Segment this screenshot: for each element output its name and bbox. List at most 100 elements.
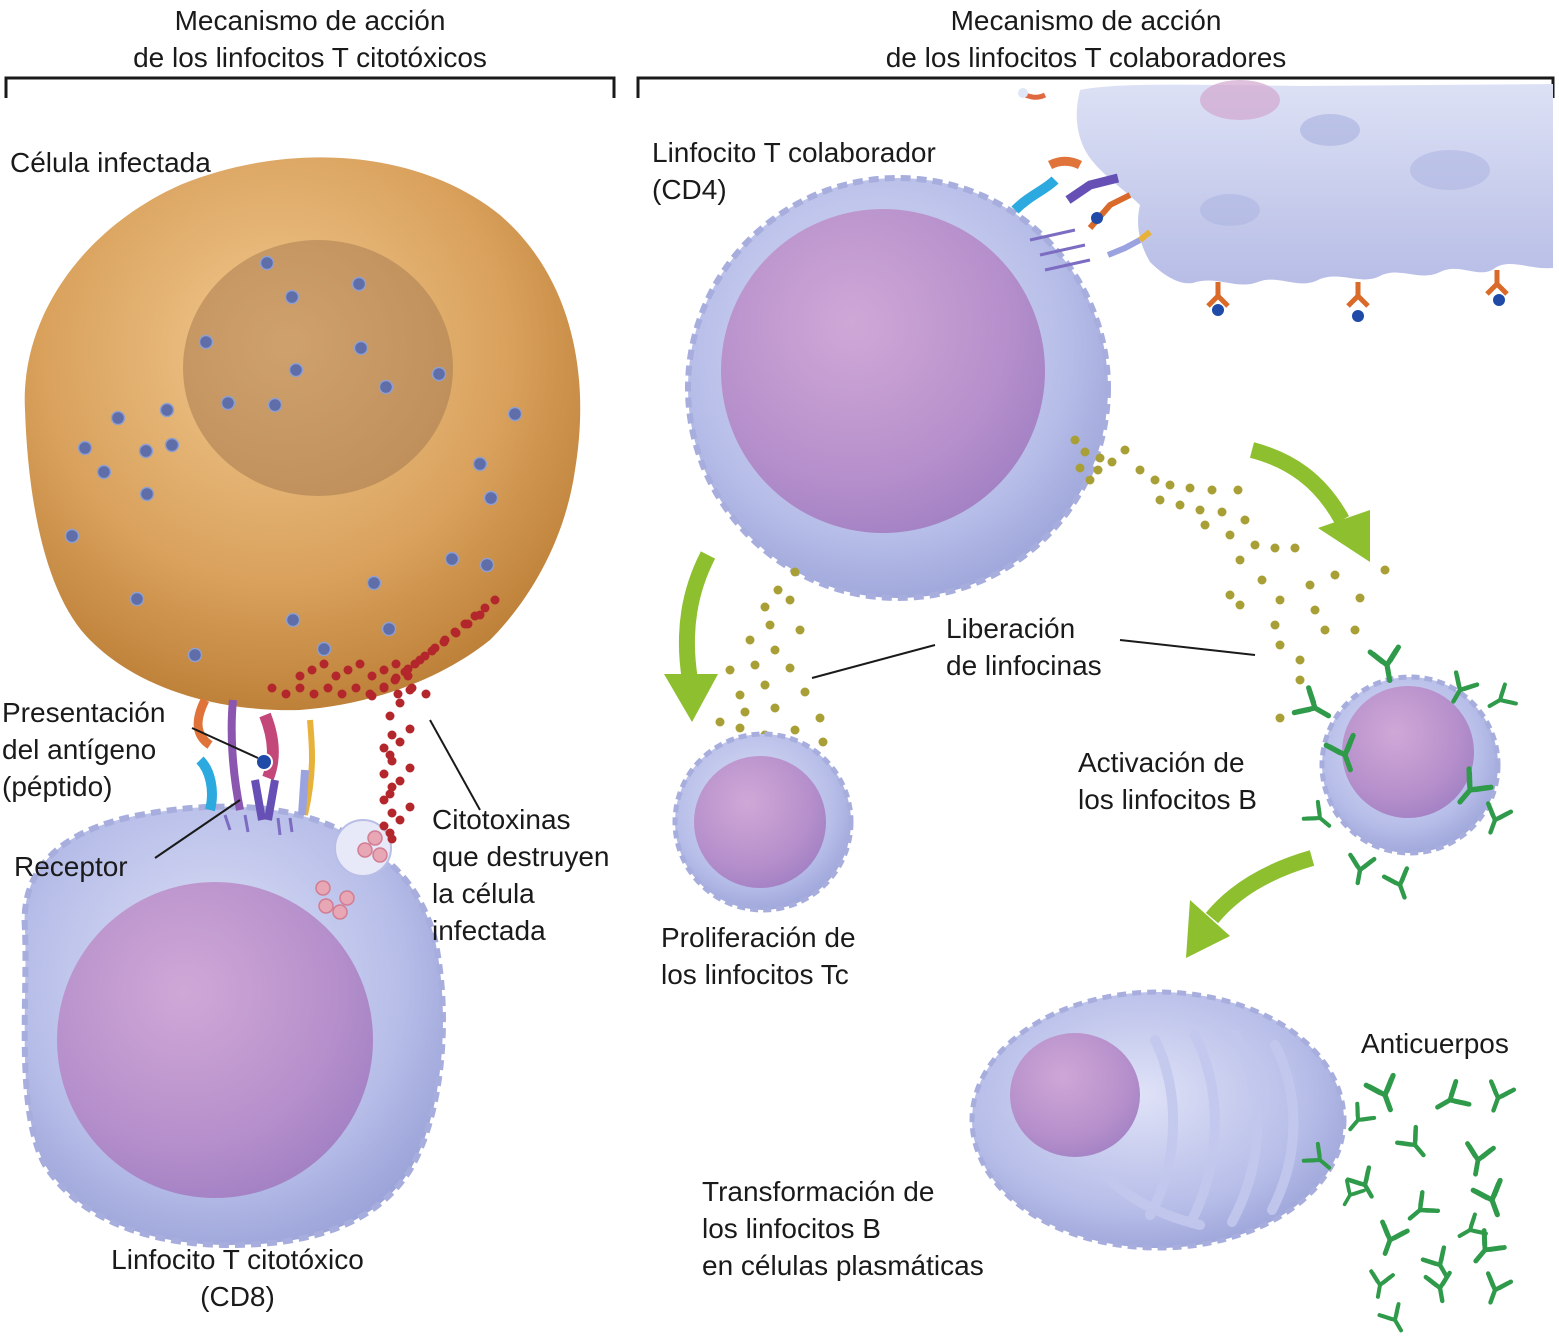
helper-receptor-cluster — [1011, 156, 1152, 272]
arrow-to-plasma-cell — [1186, 850, 1315, 958]
surface-antibody — [1451, 670, 1480, 704]
leader-lines — [154, 639, 1256, 859]
cytotoxin-dot — [355, 659, 365, 669]
helper-label-line2: (CD4) — [652, 174, 727, 205]
arrow-to-proliferation — [664, 551, 718, 722]
cytotoxin-dot — [331, 671, 341, 681]
cytotoxins-label: Citotoxinas que destruyen la célula infe… — [432, 801, 609, 949]
cytotoxin-vesicle — [318, 898, 334, 914]
free-antibody — [1348, 1101, 1377, 1132]
lymphokine-dot — [1330, 570, 1340, 580]
virus-particle — [351, 276, 367, 292]
cytotoxin-dot — [307, 665, 317, 675]
lymphokine-dot — [815, 713, 825, 723]
cytotoxin-dot — [405, 802, 415, 812]
lymphokine-dot — [750, 660, 760, 670]
virus-particle — [284, 289, 300, 305]
virus-particle — [220, 395, 236, 411]
lymphokine-dot — [1080, 447, 1090, 457]
cytotoxin-dot — [395, 815, 405, 825]
lymphokine-dot — [1270, 620, 1280, 630]
surface-antibody — [1291, 685, 1332, 719]
lymphokine-dot — [1093, 465, 1103, 475]
lymphokine-dot — [760, 680, 770, 690]
transformation-label-line3: en células plasmáticas — [702, 1250, 984, 1281]
free-antibody — [1395, 1124, 1426, 1158]
cytotoxin-dot — [391, 659, 401, 669]
cytotoxin-dot — [387, 834, 397, 844]
free-antibody — [1377, 1302, 1403, 1333]
surface-antibody — [1323, 732, 1356, 773]
cytotoxin-dot — [295, 671, 305, 681]
cytotoxin-dot — [387, 756, 397, 766]
lymphokine-dot — [800, 687, 810, 697]
transformation-label-line1: Transformación de — [702, 1176, 935, 1207]
cytotoxin-dot — [379, 683, 389, 693]
cytotoxin-dot — [490, 595, 500, 605]
virus-particle — [285, 612, 301, 628]
lymphokine-dot — [1233, 485, 1243, 495]
cytotoxin-vesicles — [315, 830, 388, 920]
cytotoxins-label-line2: que destruyen — [432, 841, 610, 872]
virus-particles — [64, 255, 523, 663]
proliferating-tc-cell — [672, 731, 854, 913]
lymphokine-dot — [745, 635, 755, 645]
cytotoxin-dot — [463, 619, 473, 629]
cytotoxin-dot — [379, 769, 389, 779]
free-antibody — [1363, 1072, 1396, 1113]
cytotoxin-dot — [403, 671, 413, 681]
surface-antibody — [1367, 644, 1401, 683]
cytotoxin-dot — [379, 821, 389, 831]
cytotoxin-dot — [379, 795, 389, 805]
antigen-label-line1: Presentación — [2, 697, 166, 728]
lymphokine-dot — [1295, 655, 1305, 665]
proliferation-label-line2: los linfocitos Tc — [661, 959, 849, 990]
cytotoxin-dot — [421, 689, 431, 699]
cytotoxin-dot — [367, 671, 377, 681]
lymphokine-dot — [1135, 465, 1145, 475]
antibodies-label: Anticuerpos — [1361, 1028, 1509, 1059]
cytotoxin-vesicle — [315, 880, 331, 896]
lymphokine-dot — [1355, 593, 1365, 603]
lymphokine-dot — [1200, 520, 1210, 530]
free-antibodies — [1301, 1072, 1517, 1333]
cytotoxin-vesicle — [372, 847, 388, 863]
lymphokine-dot — [770, 645, 780, 655]
lymphokine-dots — [715, 435, 1390, 747]
free-antibody — [1407, 1190, 1441, 1221]
free-antibody — [1435, 1078, 1472, 1110]
cytotoxin-dot — [415, 655, 425, 665]
cytotoxin-dot — [379, 743, 389, 753]
cytotoxin-dot — [393, 689, 403, 699]
lymphokine-dot — [1207, 485, 1217, 495]
cytotoxin-dot — [403, 664, 413, 674]
free-antibody — [1465, 1141, 1496, 1177]
lymphokine-dot — [1250, 540, 1260, 550]
lymphokine-dot — [1155, 495, 1165, 505]
lymphokine-dot — [1270, 543, 1280, 553]
cytotoxin-dot — [343, 665, 353, 675]
cytotoxin-dot — [281, 689, 291, 699]
lymphokine-dot — [1070, 435, 1080, 445]
virus-particle — [353, 340, 369, 356]
apc-surface-receptors — [1018, 88, 1509, 322]
lymphokine-dot — [765, 620, 775, 630]
helper-t-label: Linfocito T colaborador (CD4) — [652, 134, 936, 208]
left-header-bracket — [4, 76, 616, 98]
cytotoxin-vesicle — [357, 842, 373, 858]
leader-cytotoxins — [429, 719, 481, 811]
lymphokine-dot — [1320, 625, 1330, 635]
left-header-line2: de los linfocitos T citotóxicos — [133, 42, 487, 73]
arrow-to-b-activation — [1249, 442, 1370, 562]
virus-particle — [431, 366, 447, 382]
lymphokine-dot — [1350, 625, 1360, 635]
cd8-label: Linfocito T citotóxico (CD8) — [80, 1241, 395, 1315]
helper-t-cell — [685, 175, 1111, 601]
lymphokine-dot — [1275, 640, 1285, 650]
b-activation-label-line1: Activación de — [1078, 747, 1245, 778]
left-header-line1: Mecanismo de acción — [174, 5, 446, 36]
cytotoxin-dot — [385, 711, 395, 721]
free-antibody — [1342, 1178, 1366, 1207]
surface-antibody — [1457, 766, 1494, 805]
